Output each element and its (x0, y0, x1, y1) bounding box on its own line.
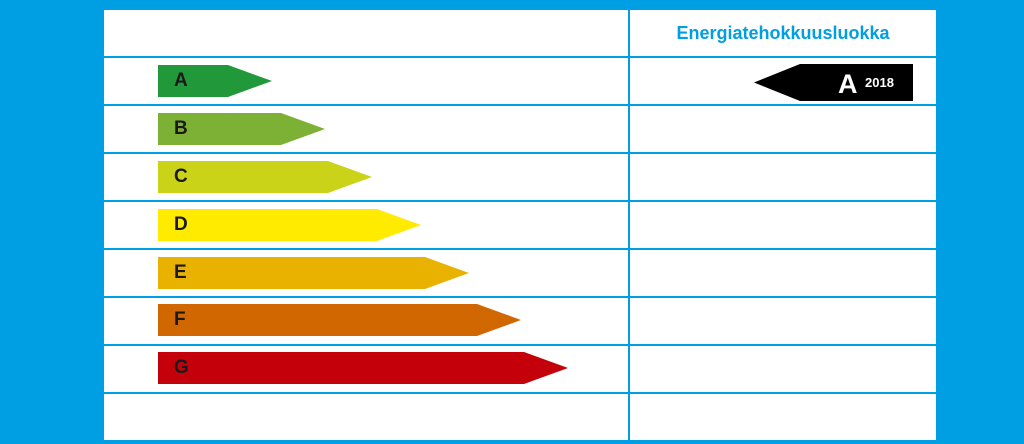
column-divider (628, 10, 630, 440)
energy-class-bar-g: G (158, 352, 568, 384)
energy-class-label: C (174, 166, 188, 187)
energy-class-label: F (174, 309, 186, 330)
row-divider (104, 200, 936, 202)
energy-rating-year: 2018 (865, 75, 894, 90)
energy-class-label: D (174, 214, 188, 235)
row-divider (104, 248, 936, 250)
energy-class-label: G (174, 357, 189, 378)
energy-class-label: A (174, 70, 188, 91)
energy-class-label: B (174, 118, 188, 139)
energy-class-bar-b: B (158, 113, 325, 145)
energy-class-bar-c: C (158, 161, 372, 193)
energy-class-label: E (174, 262, 187, 283)
row-divider (104, 344, 936, 346)
row-divider (104, 104, 936, 106)
energy-class-bar-d: D (158, 209, 421, 241)
energy-class-table: Energiatehokkuusluokka A B C D E F G A 2… (104, 10, 936, 440)
row-divider (104, 56, 936, 58)
energy-class-bar-a: A (158, 65, 272, 97)
energy-rating-class: A (838, 69, 858, 99)
row-divider (104, 152, 936, 154)
energy-class-header: Energiatehokkuusluokka (676, 23, 890, 43)
energy-rating-badge: A 2018 (754, 64, 913, 101)
energy-class-bar-f: F (158, 304, 521, 336)
row-divider (104, 392, 936, 394)
row-divider (104, 296, 936, 298)
energy-class-bar-e: E (158, 257, 469, 289)
